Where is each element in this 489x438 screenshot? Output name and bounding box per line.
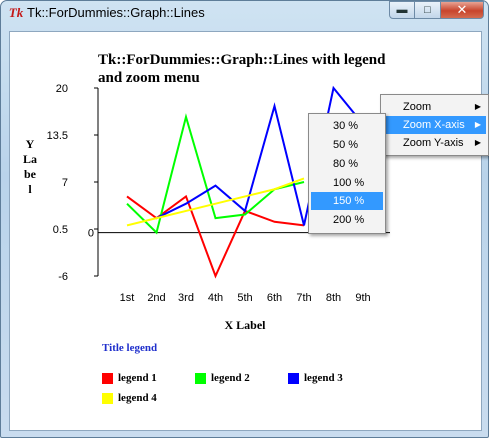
- y-tick-label: 0.5: [53, 224, 68, 236]
- submenu-arrow-icon: ▶: [474, 120, 481, 129]
- x-axis-label: X Label: [224, 318, 266, 332]
- x-tick-label: 9th: [355, 292, 370, 304]
- window-title: Tk::ForDummies::Graph::Lines: [27, 5, 205, 20]
- y-axis-label: YLabel: [23, 137, 38, 196]
- tk-app-icon: Tk: [8, 5, 24, 20]
- zoom-option-100[interactable]: 100 %: [333, 177, 365, 189]
- legend-item-3: legend 3: [288, 372, 343, 384]
- menu-item-zoom-x-axis[interactable]: Zoom X-axis ▶: [383, 116, 486, 134]
- close-button[interactable]: ✕: [441, 1, 484, 19]
- legend-item-2: legend 2: [195, 372, 250, 384]
- zoom-option-200[interactable]: 200 %: [333, 214, 365, 226]
- legend-item-4: legend 4: [102, 392, 157, 404]
- title-bar[interactable]: Tk Tk::ForDummies::Graph::Lines ▬ □ ✕: [1, 1, 489, 25]
- x-tick-label: 2nd: [147, 292, 165, 304]
- zoom-x-submenu: 30 % 50 % 80 % 100 % 150 % 200 %: [308, 113, 386, 234]
- zoom-option-150[interactable]: 150 %: [311, 192, 383, 210]
- y-tick-label: 13.5: [47, 130, 68, 142]
- x-tick-label: 5th: [237, 292, 252, 304]
- x-tick-label: 8th: [326, 292, 341, 304]
- maximize-button[interactable]: □: [415, 1, 441, 19]
- x-tick-label: 1st: [120, 292, 135, 304]
- legend-swatch-green: [195, 372, 206, 384]
- series-line-3: [156, 85, 364, 226]
- minimize-button[interactable]: ▬: [389, 1, 415, 19]
- menu-item-zoom-y-axis[interactable]: Zoom Y-axis ▶: [383, 134, 486, 152]
- zoom-option-50[interactable]: 50 %: [333, 139, 359, 151]
- chart-title: Tk::ForDummies::Graph::Lines with legend…: [98, 52, 386, 86]
- y-tick-label: -6: [58, 271, 68, 283]
- y-tick-label: 7: [62, 177, 68, 189]
- zoom-context-menu: Zoom ▶ Zoom X-axis ▶ Zoom Y-axis ▶: [380, 94, 489, 156]
- maximize-icon: □: [424, 4, 431, 16]
- minimize-icon: ▬: [396, 4, 408, 16]
- x-tick-label: 7th: [296, 292, 311, 304]
- legend-label: legend 2: [211, 372, 250, 384]
- series-line-1: [126, 194, 305, 279]
- legend-label: legend 1: [118, 372, 157, 384]
- menu-item-label: Zoom X-axis: [403, 119, 465, 131]
- legend-label: legend 3: [304, 372, 343, 384]
- legend-swatch-blue: [288, 372, 299, 384]
- legend-swatch-yellow: [102, 392, 113, 404]
- window-controls: ▬ □ ✕: [389, 1, 484, 20]
- menu-item-label: Zoom Y-axis: [403, 137, 464, 149]
- legend-label: legend 4: [118, 392, 157, 404]
- x-tick-label: 6th: [267, 292, 282, 304]
- y-tick-label: 20: [56, 83, 68, 95]
- y-zero-label: 0: [88, 228, 94, 240]
- legend-swatch-red: [102, 372, 113, 384]
- close-icon: ✕: [456, 2, 468, 17]
- menu-item-zoom[interactable]: Zoom ▶: [383, 98, 486, 116]
- menu-item-label: Zoom: [403, 101, 432, 113]
- submenu-arrow-icon: ▶: [474, 102, 481, 111]
- series-line-4: [126, 177, 305, 227]
- legend-item-1: legend 1: [102, 372, 157, 384]
- zoom-option-30[interactable]: 30 %: [333, 120, 359, 132]
- x-tick-label: 4th: [208, 292, 223, 304]
- x-tick-label: 3rd: [178, 292, 194, 304]
- zoom-option-80[interactable]: 80 %: [333, 158, 359, 170]
- submenu-arrow-icon: ▶: [474, 138, 481, 147]
- legend-title: Title legend: [102, 342, 158, 354]
